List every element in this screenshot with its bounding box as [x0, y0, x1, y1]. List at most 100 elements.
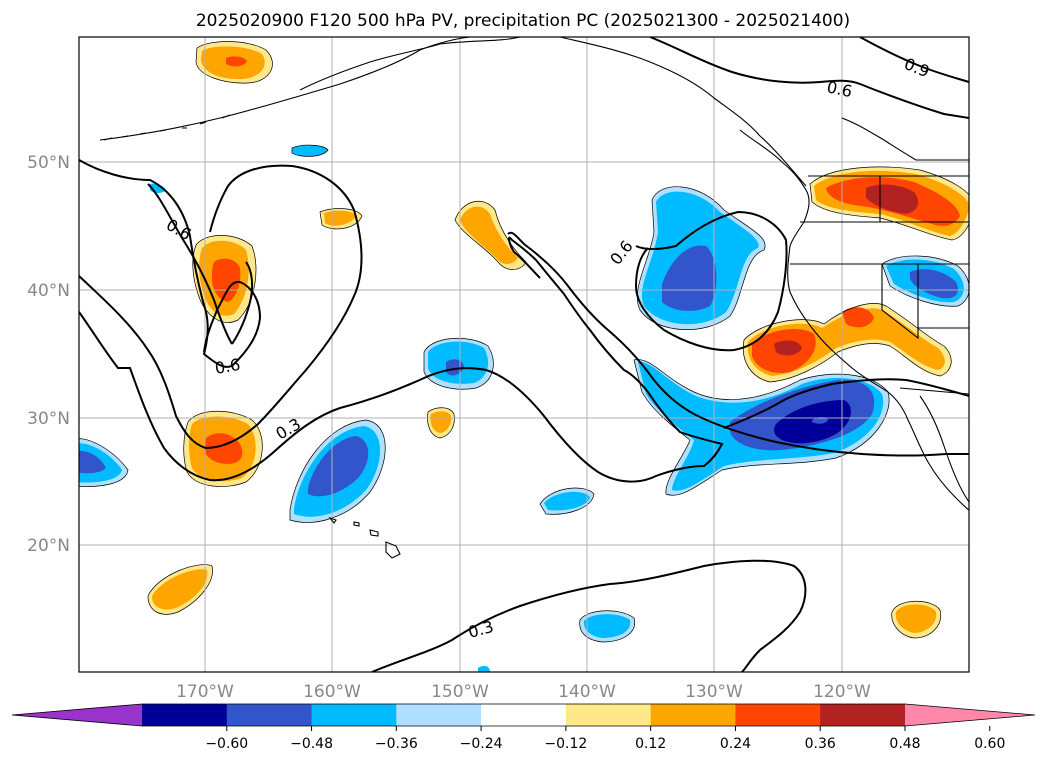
colorbar-extend-low [12, 704, 142, 726]
colorbar-swatch [650, 704, 736, 726]
map-title: 2025020900 F120 500 hPa PV, precipitatio… [196, 11, 850, 31]
map-gridlines [79, 37, 969, 672]
negative-anomaly-shade [478, 665, 490, 672]
colorbar-swatch [820, 704, 906, 726]
anomaly-outline [633, 359, 890, 496]
lat-label-30n: 30°N [27, 409, 70, 429]
anomaly-outline [809, 166, 969, 241]
map-background [79, 37, 969, 672]
anomaly-outline [579, 610, 636, 643]
lon-label-170w: 170°W [176, 682, 234, 702]
pv-contour-0.6-west [79, 159, 262, 368]
positive-anomaly-shade [460, 206, 518, 264]
anomaly-outline [79, 438, 129, 487]
colorbar-tick-label: −0.48 [290, 736, 333, 752]
colorbar-tick-label: 0.24 [720, 736, 751, 752]
lon-label-120w: 120°W [813, 682, 871, 702]
positive-anomaly-shade [866, 184, 919, 214]
anomaly-outline [183, 410, 263, 487]
anomaly-outline [289, 419, 386, 523]
negative-anomaly-shade [544, 491, 590, 511]
longitude-labels: 170°W 160°W 150°W 140°W 130°W 120°W [176, 682, 871, 702]
negative-anomaly-shade [812, 417, 828, 424]
hawaiian-islands [328, 516, 401, 559]
pv-contour-0.6-ridge [147, 183, 254, 345]
colorbar-tick-label: −0.24 [460, 736, 503, 752]
colorbar-tick-label: 0.60 [974, 736, 1005, 752]
positive-anomaly-shade [842, 307, 874, 328]
positive-anomaly-shade [430, 411, 452, 433]
anomaly-outline [192, 235, 257, 323]
colorbar-swatch [226, 704, 313, 726]
pv-contour-0.6-east [507, 231, 969, 457]
anomaly-outline [423, 337, 494, 390]
coastlines [99, 37, 969, 559]
state-border-idaho [879, 176, 919, 328]
pv-contour-0.3-west [79, 236, 724, 483]
positive-anomaly-shade [895, 604, 937, 633]
baja-california-coast [907, 419, 969, 511]
colorbar-outline [11, 703, 1036, 727]
colorbar: −0.60 −0.48 −0.36 −0.24 −0.12 0.12 0.24 0.36 0.4… [11, 703, 1036, 752]
pv-contour-0.9 [859, 37, 969, 83]
negative-anomaly-shade [583, 614, 631, 638]
colorbar-tick-label: −0.12 [544, 736, 587, 752]
latitude-labels: 50°N 40°N 30°N 20°N [27, 153, 70, 556]
pv-contour-0.3-south [371, 559, 807, 672]
negative-anomaly-shade [79, 451, 106, 474]
anomaly-outline [891, 600, 942, 639]
anomaly-outline [147, 564, 213, 615]
lat-label-50n: 50°N [27, 153, 70, 173]
pv-contour-0.6-cutoff [634, 210, 788, 352]
colorbar-tick-label: 0.12 [635, 736, 666, 752]
positive-anomaly-shade [212, 258, 241, 302]
colorbar-swatch [481, 704, 567, 726]
colorbar-tick-label: 0.36 [805, 736, 836, 752]
colorbar-swatch [311, 704, 397, 726]
us-west-coast [787, 245, 909, 421]
colorbar-swatch [396, 704, 482, 726]
map-panel: 0.9 0.6 0.6 0.6 0.6 0.3 0.3 [78, 36, 970, 673]
aleutian-islands [103, 114, 231, 141]
colorbar-tick-label: 0.48 [889, 736, 920, 752]
anomaly-outline [291, 144, 329, 157]
anomaly-outline [881, 255, 969, 307]
negative-anomaly-shade [662, 245, 717, 311]
mexico-mainland-coast [919, 395, 969, 503]
anomaly-outline [539, 487, 595, 515]
negative-anomaly-shade [910, 269, 959, 299]
lon-label-140w: 140°W [558, 682, 616, 702]
contour-label-0.6: 0.6 [213, 355, 241, 378]
anomaly-outline [195, 41, 273, 84]
positive-anomaly-shade [774, 340, 802, 356]
colorbar-tick-label: −0.36 [375, 736, 418, 752]
inland-boundary-north [841, 117, 969, 161]
colorbar-extend-high [905, 704, 1035, 726]
british-columbia-coast [739, 129, 810, 247]
pv-contours [79, 37, 969, 672]
alaska-south-coast [299, 37, 807, 187]
colorbar-tick-label: −0.60 [205, 736, 248, 752]
negative-anomaly-shade [308, 436, 369, 497]
pv-contour-0.6-big-loop [79, 164, 363, 450]
pv-contour-0.6-ne-branch [723, 378, 969, 429]
state-border-nevada [881, 264, 969, 340]
colorbar-swatch [142, 704, 228, 726]
lat-label-40n: 40°N [27, 281, 70, 301]
positive-anomaly-shade [226, 56, 247, 67]
precip-anomaly-fills [79, 41, 969, 672]
lon-label-150w: 150°W [431, 682, 489, 702]
lon-label-130w: 130°W [685, 682, 743, 702]
lon-label-160w: 160°W [303, 682, 361, 702]
anomaly-outline [319, 208, 363, 230]
contour-label-0.6: 0.6 [825, 77, 854, 101]
colorbar-swatch [735, 704, 821, 726]
map-frame [78, 36, 970, 673]
pv-contour-0.6-north [649, 37, 969, 119]
negative-anomaly-shade [292, 145, 328, 157]
colorbar-swatch [565, 704, 652, 726]
anomaly-outline [742, 303, 952, 383]
anomaly-outline [427, 407, 455, 439]
positive-anomaly-shade [152, 569, 208, 610]
